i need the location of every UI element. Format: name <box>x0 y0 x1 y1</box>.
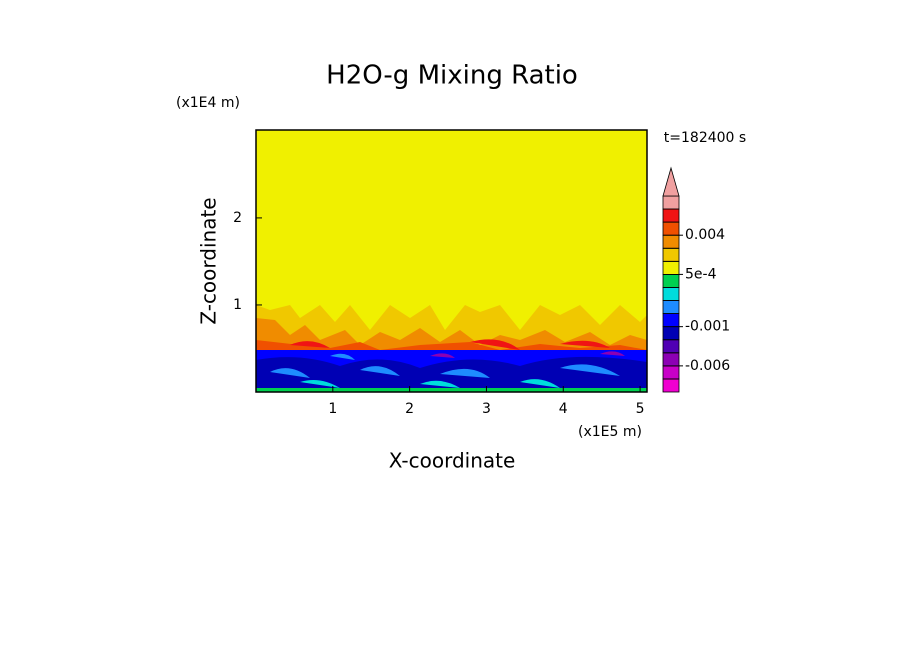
x-tick-label: 5 <box>636 401 645 417</box>
colorbar-segment <box>662 195 680 210</box>
colorbar-arrow <box>662 166 680 197</box>
time-label: t=182400 s <box>664 130 746 146</box>
colorbar-segment <box>662 378 680 393</box>
contour-field <box>255 129 648 393</box>
colorbar-segment <box>662 352 680 367</box>
colorbar-segment <box>662 273 680 288</box>
x-tick-label: 4 <box>559 401 568 417</box>
colorbar-segment <box>662 287 680 301</box>
y-unit: (x1E4 m) <box>176 95 240 111</box>
colorbar-segment <box>662 313 680 328</box>
colorbar-segment <box>662 260 680 275</box>
colorbar-label: -0.006 <box>685 358 730 374</box>
x-axis-label: X-coordinate <box>389 449 516 473</box>
plot-frame <box>255 129 648 393</box>
colorbar-segment <box>662 339 680 354</box>
colorbar-segment <box>662 221 680 236</box>
colorbar-segment <box>662 365 680 380</box>
field-blob <box>300 379 560 388</box>
y-tick-label: 2 <box>233 210 242 226</box>
chart-title: H2O-g Mixing Ratio <box>326 61 578 91</box>
colorbar-segment <box>662 208 680 223</box>
colorbar-label: 5e-4 <box>685 266 717 282</box>
field-band <box>256 388 647 392</box>
y-axis-label: Z-coordinate <box>197 197 221 324</box>
field-blob <box>430 351 625 358</box>
x-unit: (x1E5 m) <box>578 424 642 440</box>
colorbar-label: 0.004 <box>685 227 725 243</box>
x-tick-label: 2 <box>405 401 414 417</box>
colorbar-segment <box>662 234 680 249</box>
y-tick-label: 1 <box>233 297 242 313</box>
colorbar-segment <box>662 247 680 262</box>
x-tick-label: 3 <box>482 401 491 417</box>
colorbar-segment <box>662 300 680 314</box>
x-tick-label: 1 <box>328 401 337 417</box>
colorbar-label: -0.001 <box>685 319 730 335</box>
colorbar-segment <box>662 326 680 341</box>
field-blob <box>270 353 620 378</box>
